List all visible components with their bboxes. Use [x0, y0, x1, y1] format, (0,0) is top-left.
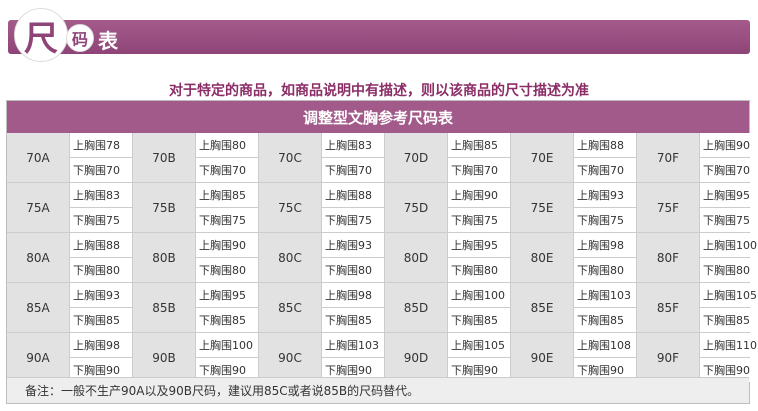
table-title: 调整型文胸参考尺码表: [7, 101, 749, 133]
under-bust-value: 下胸围70: [574, 158, 636, 182]
upper-bust-value: 上胸围88: [574, 133, 636, 157]
size-label: 85C: [259, 283, 321, 332]
size-label: 80E: [511, 233, 573, 282]
upper-bust-value: 上胸围90: [196, 233, 258, 257]
upper-bust-value: 上胸围100: [448, 283, 510, 307]
size-label: 70D: [385, 133, 447, 182]
under-bust-value: 下胸围70: [700, 158, 758, 182]
size-label: 90E: [511, 333, 573, 382]
size-label: 85F: [637, 283, 699, 332]
size-label: 90B: [133, 333, 195, 382]
upper-bust-value: 上胸围83: [70, 183, 132, 207]
size-label: 80A: [7, 233, 69, 282]
size-label: 80B: [133, 233, 195, 282]
upper-bust-value: 上胸围108: [574, 333, 636, 357]
under-bust-value: 下胸围85: [574, 308, 636, 332]
under-bust-value: 下胸围75: [322, 208, 384, 232]
under-bust-value: 下胸围85: [448, 308, 510, 332]
under-bust-value: 下胸围70: [448, 158, 510, 182]
upper-bust-value: 上胸围80: [196, 133, 258, 157]
upper-bust-value: 上胸围90: [448, 183, 510, 207]
size-label: 75A: [7, 183, 69, 232]
upper-bust-value: 上胸围93: [322, 233, 384, 257]
upper-bust-value: 上胸围78: [70, 133, 132, 157]
upper-bust-value: 上胸围110: [700, 333, 758, 357]
size-label: 75B: [133, 183, 195, 232]
size-label: 90A: [7, 333, 69, 382]
upper-bust-value: 上胸围83: [322, 133, 384, 157]
size-label: 70F: [637, 133, 699, 182]
under-bust-value: 下胸围75: [448, 208, 510, 232]
size-label: 70C: [259, 133, 321, 182]
upper-bust-value: 上胸围93: [70, 283, 132, 307]
upper-bust-value: 上胸围90: [700, 133, 758, 157]
header-banner: [8, 20, 750, 54]
size-label: 85A: [7, 283, 69, 332]
under-bust-value: 下胸围75: [196, 208, 258, 232]
under-bust-value: 下胸围80: [700, 258, 758, 282]
under-bust-value: 下胸围80: [448, 258, 510, 282]
upper-bust-value: 上胸围105: [700, 283, 758, 307]
under-bust-value: 下胸围80: [196, 258, 258, 282]
under-bust-value: 下胸围75: [574, 208, 636, 232]
size-label: 90C: [259, 333, 321, 382]
upper-bust-value: 上胸围98: [574, 233, 636, 257]
upper-bust-value: 上胸围98: [70, 333, 132, 357]
upper-bust-value: 上胸围88: [322, 183, 384, 207]
under-bust-value: 下胸围80: [574, 258, 636, 282]
upper-bust-value: 上胸围93: [574, 183, 636, 207]
size-label: 80C: [259, 233, 321, 282]
size-table: 调整型文胸参考尺码表 70A 上胸围78 下胸围70 70B 上胸围80 下胸围70 70C…: [6, 100, 758, 404]
upper-bust-value: 上胸围100: [196, 333, 258, 357]
badge-char-big: 尺: [14, 8, 68, 62]
upper-bust-value: 上胸围95: [448, 233, 510, 257]
size-label: 85E: [511, 283, 573, 332]
upper-bust-value: 上胸围103: [574, 283, 636, 307]
upper-bust-value: 上胸围88: [70, 233, 132, 257]
size-label: 70E: [511, 133, 573, 182]
size-label: 70A: [7, 133, 69, 182]
under-bust-value: 下胸围80: [70, 258, 132, 282]
under-bust-value: 下胸围75: [700, 208, 758, 232]
under-bust-value: 下胸围85: [322, 308, 384, 332]
size-chart-badge: 尺 码 表: [14, 8, 174, 62]
under-bust-value: 下胸围85: [70, 308, 132, 332]
upper-bust-value: 上胸围95: [196, 283, 258, 307]
under-bust-value: 下胸围85: [196, 308, 258, 332]
notice-text: 对于特定的商品，如商品说明中有描述，则以该商品的尺寸描述为准: [169, 83, 589, 99]
size-label: 80F: [637, 233, 699, 282]
upper-bust-value: 上胸围98: [322, 283, 384, 307]
size-label: 80D: [385, 233, 447, 282]
upper-bust-value: 上胸围95: [700, 183, 758, 207]
size-label: 70B: [133, 133, 195, 182]
under-bust-value: 下胸围75: [70, 208, 132, 232]
size-label: 90D: [385, 333, 447, 382]
size-label: 85D: [385, 283, 447, 332]
upper-bust-value: 上胸围85: [196, 183, 258, 207]
size-label: 90F: [637, 333, 699, 382]
under-bust-value: 下胸围85: [700, 308, 758, 332]
size-label: 75C: [259, 183, 321, 232]
upper-bust-value: 上胸围105: [448, 333, 510, 357]
badge-char-small: 码: [66, 24, 94, 52]
size-label: 75F: [637, 183, 699, 232]
size-label: 75E: [511, 183, 573, 232]
under-bust-value: 下胸围80: [322, 258, 384, 282]
upper-bust-value: 上胸围85: [448, 133, 510, 157]
badge-char-tail: 表: [98, 29, 118, 53]
table-note: 备注：一般不生产90A以及90B尺码，建议用85C或者说85B的尺码替代。: [7, 377, 749, 403]
under-bust-value: 下胸围70: [196, 158, 258, 182]
under-bust-value: 下胸围70: [322, 158, 384, 182]
size-label: 75D: [385, 183, 447, 232]
upper-bust-value: 上胸围103: [322, 333, 384, 357]
upper-bust-value: 上胸围100: [700, 233, 758, 257]
size-label: 85B: [133, 283, 195, 332]
size-grid: 70A 上胸围78 下胸围70 70B 上胸围80 下胸围70 70C 上胸围83 下胸围70 7…: [7, 133, 758, 382]
under-bust-value: 下胸围70: [70, 158, 132, 182]
